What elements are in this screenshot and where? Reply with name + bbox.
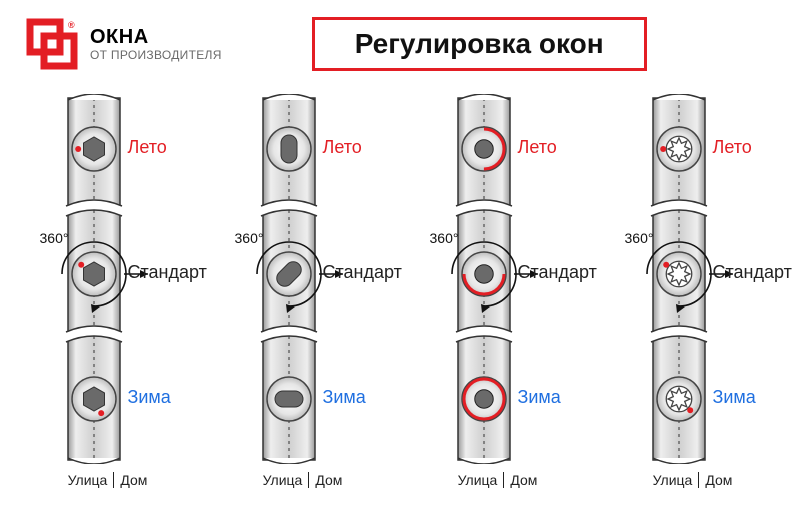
diagram-columns: Лето 360° Стандарт Зима Улица Дом (0, 94, 800, 488)
separator-icon (308, 472, 309, 488)
bottom-labels: Улица Дом (263, 472, 343, 488)
label-standard: Стандарт (128, 262, 207, 283)
logo: ® ОКНА ОТ ПРОИЗВОДИТЕЛЯ (24, 16, 222, 72)
label-standard: Стандарт (518, 262, 597, 283)
label-winter: Зима (323, 387, 366, 408)
logo-brand: ОКНА (90, 26, 222, 49)
label-street: Улица (458, 472, 498, 488)
page-title: Регулировка окон (312, 17, 647, 71)
label-street: Улица (68, 472, 108, 488)
column-4: Лето 360° Стандарт Зима Улица Дом (603, 94, 783, 488)
logo-mark-icon: ® (24, 16, 80, 72)
logo-subtitle: ОТ ПРОИЗВОДИТЕЛЯ (90, 49, 222, 63)
label-home: Дом (705, 472, 732, 488)
label-rotation: 360° (235, 230, 264, 246)
label-rotation: 360° (625, 230, 654, 246)
column-3: Лето 360° Стандарт Зима Улица Дом (408, 94, 588, 488)
bottom-labels: Улица Дом (653, 472, 733, 488)
svg-text:®: ® (68, 20, 75, 30)
label-summer: Лето (713, 137, 752, 158)
bottom-labels: Улица Дом (458, 472, 538, 488)
label-winter: Зима (518, 387, 561, 408)
separator-icon (698, 472, 699, 488)
label-winter: Зима (128, 387, 171, 408)
label-rotation: 360° (430, 230, 459, 246)
label-home: Дом (510, 472, 537, 488)
label-rotation: 360° (40, 230, 69, 246)
column-2: Лето 360° Стандарт Зима Улица Дом (213, 94, 393, 488)
label-home: Дом (315, 472, 342, 488)
label-winter: Зима (713, 387, 756, 408)
column-1: Лето 360° Стандарт Зима Улица Дом (18, 94, 198, 488)
label-home: Дом (120, 472, 147, 488)
label-street: Улица (653, 472, 693, 488)
label-summer: Лето (323, 137, 362, 158)
separator-icon (113, 472, 114, 488)
label-summer: Лето (518, 137, 557, 158)
label-standard: Стандарт (323, 262, 402, 283)
separator-icon (503, 472, 504, 488)
bottom-labels: Улица Дом (68, 472, 148, 488)
label-street: Улица (263, 472, 303, 488)
label-standard: Стандарт (713, 262, 792, 283)
label-summer: Лето (128, 137, 167, 158)
